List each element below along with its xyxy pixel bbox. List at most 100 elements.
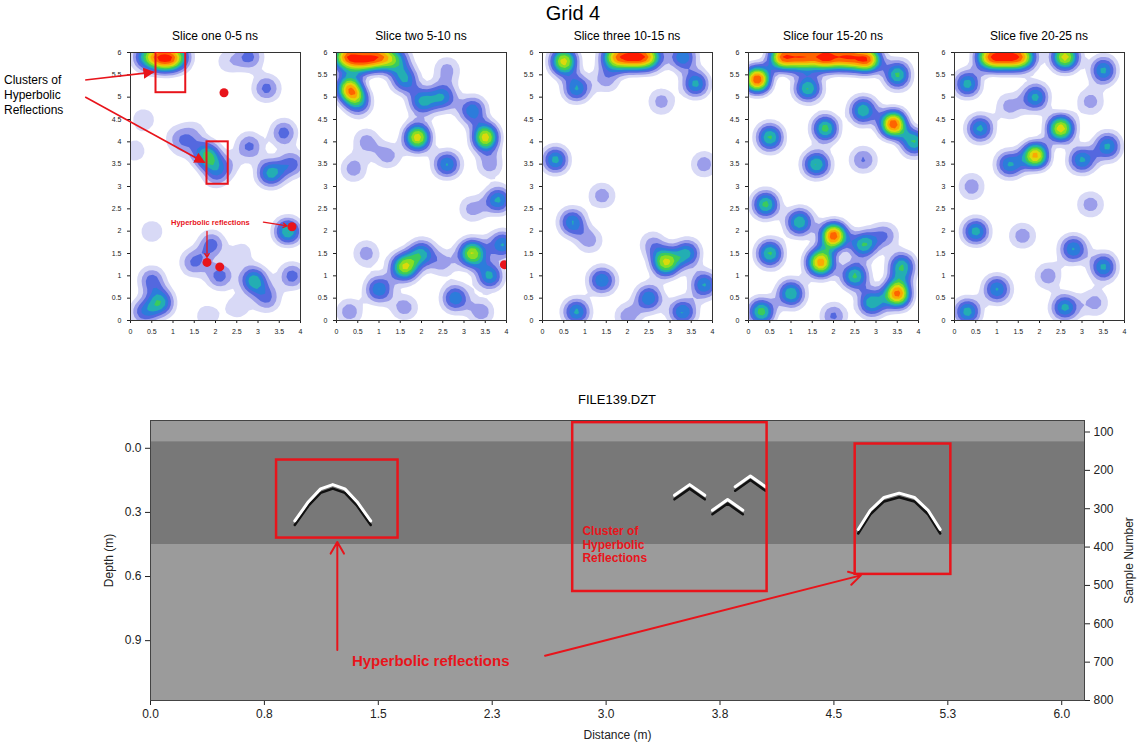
svg-text:Depth (m): Depth (m) xyxy=(102,534,116,587)
svg-text:3: 3 xyxy=(736,183,740,190)
svg-text:2: 2 xyxy=(420,328,424,335)
svg-text:0.8: 0.8 xyxy=(256,707,273,721)
svg-text:0: 0 xyxy=(129,328,133,335)
svg-text:1.5: 1.5 xyxy=(524,250,534,257)
svg-text:2: 2 xyxy=(118,227,122,234)
svg-text:0: 0 xyxy=(530,317,534,324)
svg-text:1: 1 xyxy=(530,272,534,279)
svg-text:2: 2 xyxy=(530,227,534,234)
svg-text:5.5: 5.5 xyxy=(112,71,122,78)
svg-text:0: 0 xyxy=(324,317,328,324)
svg-text:2.5: 2.5 xyxy=(112,205,122,212)
svg-text:5: 5 xyxy=(736,93,740,100)
svg-text:1.5: 1.5 xyxy=(601,328,611,335)
svg-text:3: 3 xyxy=(668,328,672,335)
svg-text:5.3: 5.3 xyxy=(939,707,956,721)
svg-text:4.5: 4.5 xyxy=(112,116,122,123)
svg-text:5: 5 xyxy=(942,93,946,100)
svg-text:5.5: 5.5 xyxy=(524,71,534,78)
svg-text:4: 4 xyxy=(324,138,328,145)
svg-text:3.5: 3.5 xyxy=(524,160,534,167)
svg-text:0.5: 0.5 xyxy=(765,328,775,335)
svg-text:4: 4 xyxy=(917,328,921,335)
svg-text:0.6: 0.6 xyxy=(125,569,142,583)
svg-text:0.3: 0.3 xyxy=(125,505,142,519)
svg-text:0.5: 0.5 xyxy=(112,294,122,301)
svg-text:0.5: 0.5 xyxy=(559,328,569,335)
svg-text:6: 6 xyxy=(736,49,740,56)
svg-text:3: 3 xyxy=(1080,328,1084,335)
svg-text:0: 0 xyxy=(736,317,740,324)
svg-text:4: 4 xyxy=(1123,328,1127,335)
svg-text:6: 6 xyxy=(324,49,328,56)
svg-text:2: 2 xyxy=(626,328,630,335)
svg-text:Clusters ofHyperbolicReflectio: Clusters ofHyperbolicReflections xyxy=(4,73,63,117)
svg-text:1: 1 xyxy=(736,272,740,279)
svg-text:1.5: 1.5 xyxy=(189,328,199,335)
svg-text:3.0: 3.0 xyxy=(598,707,615,721)
svg-text:3: 3 xyxy=(256,328,260,335)
svg-text:4: 4 xyxy=(505,328,509,335)
svg-text:5.5: 5.5 xyxy=(936,71,946,78)
svg-text:5: 5 xyxy=(118,93,122,100)
svg-text:3.5: 3.5 xyxy=(318,160,328,167)
svg-text:2: 2 xyxy=(1038,328,1042,335)
svg-text:2: 2 xyxy=(832,328,836,335)
svg-text:1: 1 xyxy=(583,328,587,335)
svg-text:3.5: 3.5 xyxy=(480,328,490,335)
svg-text:0.5: 0.5 xyxy=(353,328,363,335)
svg-text:Cluster ofHyperbolicReflection: Cluster ofHyperbolicReflections xyxy=(582,524,647,566)
svg-text:Distance (m): Distance (m) xyxy=(583,728,651,742)
svg-text:1.5: 1.5 xyxy=(370,707,387,721)
svg-text:0.5: 0.5 xyxy=(147,328,157,335)
svg-text:1: 1 xyxy=(377,328,381,335)
svg-text:3: 3 xyxy=(324,183,328,190)
svg-text:4.5: 4.5 xyxy=(730,116,740,123)
svg-text:1.5: 1.5 xyxy=(730,250,740,257)
svg-text:6: 6 xyxy=(118,49,122,56)
svg-text:4.5: 4.5 xyxy=(826,707,843,721)
svg-text:3: 3 xyxy=(530,183,534,190)
svg-text:0.5: 0.5 xyxy=(730,294,740,301)
svg-text:3.8: 3.8 xyxy=(712,707,729,721)
svg-text:3.5: 3.5 xyxy=(730,160,740,167)
svg-text:0: 0 xyxy=(942,317,946,324)
svg-text:1.5: 1.5 xyxy=(112,250,122,257)
svg-text:3.5: 3.5 xyxy=(112,160,122,167)
svg-text:0: 0 xyxy=(747,328,751,335)
svg-text:1.5: 1.5 xyxy=(395,328,405,335)
svg-text:3.5: 3.5 xyxy=(274,328,284,335)
svg-text:3.5: 3.5 xyxy=(1098,328,1108,335)
svg-text:6: 6 xyxy=(942,49,946,56)
svg-text:Sample Number: Sample Number xyxy=(1122,517,1136,604)
svg-text:4.5: 4.5 xyxy=(318,116,328,123)
svg-text:1: 1 xyxy=(324,272,328,279)
svg-text:4: 4 xyxy=(299,328,303,335)
svg-text:3: 3 xyxy=(118,183,122,190)
svg-text:4: 4 xyxy=(118,138,122,145)
svg-text:3.5: 3.5 xyxy=(936,160,946,167)
svg-text:1.5: 1.5 xyxy=(318,250,328,257)
svg-text:0.5: 0.5 xyxy=(318,294,328,301)
svg-text:2.5: 2.5 xyxy=(232,328,242,335)
svg-text:4.5: 4.5 xyxy=(524,116,534,123)
svg-text:5: 5 xyxy=(324,93,328,100)
svg-text:0.5: 0.5 xyxy=(524,294,534,301)
svg-text:2.5: 2.5 xyxy=(850,328,860,335)
svg-text:Hyperbolic reflections: Hyperbolic reflections xyxy=(171,218,250,227)
svg-text:100: 100 xyxy=(1094,425,1114,439)
svg-text:Hyperbolic reflections: Hyperbolic reflections xyxy=(352,652,510,669)
svg-text:300: 300 xyxy=(1094,502,1114,516)
svg-text:2.5: 2.5 xyxy=(524,205,534,212)
svg-text:400: 400 xyxy=(1094,540,1114,554)
svg-text:1: 1 xyxy=(942,272,946,279)
svg-text:2.5: 2.5 xyxy=(730,205,740,212)
svg-text:0: 0 xyxy=(541,328,545,335)
svg-text:2.5: 2.5 xyxy=(936,205,946,212)
svg-text:0.9: 0.9 xyxy=(125,633,142,647)
svg-text:2: 2 xyxy=(214,328,218,335)
svg-text:4: 4 xyxy=(530,138,534,145)
svg-text:600: 600 xyxy=(1094,617,1114,631)
svg-text:2: 2 xyxy=(736,227,740,234)
svg-text:4: 4 xyxy=(711,328,715,335)
